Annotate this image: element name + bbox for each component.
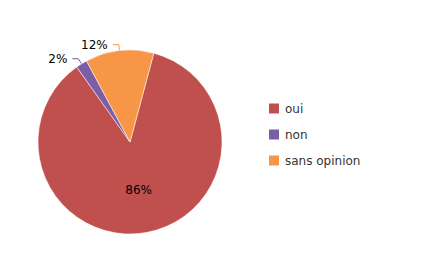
svg-text:86%: 86% [125,183,152,197]
svg-text:oui: oui [285,102,303,116]
svg-text:sans opinion: sans opinion [285,154,360,168]
svg-text:2%: 2% [48,52,67,66]
svg-text:12%: 12% [81,38,108,52]
svg-text:non: non [285,128,308,142]
